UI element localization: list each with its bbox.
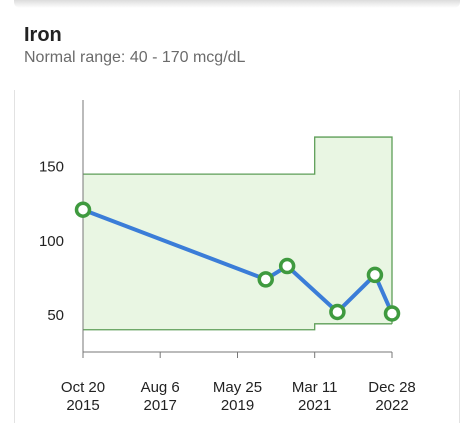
x-tick-label: Mar 11 [292,379,338,396]
x-tick-year-label: 2019 [221,397,254,414]
x-tick-label: Oct 20 [61,379,105,396]
x-tick-label: May 25 [213,379,262,396]
data-point [383,305,401,322]
data-point [366,266,384,284]
normal-range-subtitle: Normal range: 40 - 170 mcg/dL [24,49,246,66]
x-tick-year-label: 2017 [144,397,177,414]
data-point [278,257,296,275]
data-point [257,271,274,288]
reference-range-fill [83,137,392,330]
data-point [74,201,92,218]
y-tick-label: 150 [39,159,64,176]
axis-layer [82,100,393,358]
x-tick-year-label: 2022 [375,397,408,414]
reference-range-lower-edge [83,323,392,331]
previous-card-edge [14,0,460,8]
data-point [329,303,346,321]
y-tick-label: 50 [47,307,64,324]
x-tick-label: Dec 28 [368,379,416,396]
chart-card-frame [14,90,460,423]
reference-range-upper-edge [83,136,393,324]
reference-band-layer [83,136,393,331]
x-tick-year-label: 2015 [66,397,99,414]
y-tick-label: 100 [39,233,64,250]
chart-title: Iron [24,24,62,46]
x-tick-label: Aug 6 [141,379,180,396]
x-tick-year-label: 2021 [298,397,331,414]
data-point-layer [74,201,401,322]
